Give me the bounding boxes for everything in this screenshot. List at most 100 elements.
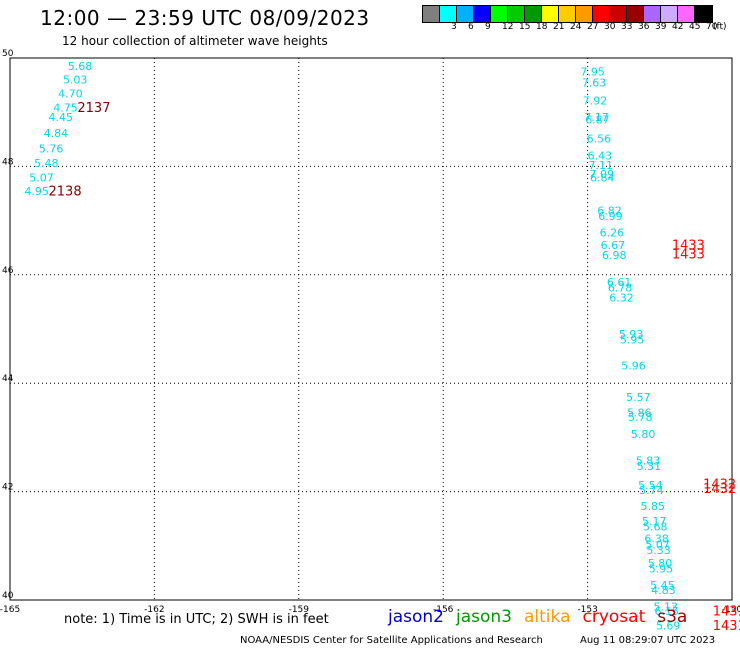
y-tick-label: 46 (2, 266, 14, 276)
x-tick-label: -162 (144, 605, 164, 615)
plot-frame (9, 57, 733, 601)
y-tick-label: 40 (2, 591, 14, 601)
time-label: 1432 (703, 477, 736, 492)
wave-height-label: 7.95 (580, 65, 605, 78)
wave-height-label: 5.78 (628, 411, 653, 424)
time-label: 1433 (672, 248, 705, 263)
wave-height-label: 5.85 (641, 500, 666, 513)
wave-height-label: 6.43 (588, 149, 613, 162)
wave-height-label: 5.76 (39, 142, 64, 155)
wave-height-label: 5.31 (637, 460, 662, 473)
legend-item: altika (524, 607, 571, 627)
wave-height-label: 5.03 (63, 73, 88, 86)
color-swatch-label: 27 (587, 22, 599, 32)
wave-height-label: 7.17 (584, 111, 609, 124)
color-swatch (627, 6, 644, 22)
wave-height-label: 6.82 (597, 205, 622, 218)
color-swatch-label: 9 (485, 22, 491, 32)
wave-height-label: 4.84 (44, 127, 68, 140)
wave-height-label: 6.98 (602, 249, 627, 262)
legend-item: jason2 (388, 607, 444, 627)
wave-height-label: 5.54 (638, 479, 663, 492)
wave-height-label: 4.75 (53, 102, 78, 115)
wave-height-label: 6.15 (655, 605, 680, 618)
color-swatch-label: 12 (502, 22, 514, 32)
color-swatch (559, 6, 576, 22)
wave-height-label: 7.63 (582, 77, 607, 90)
wave-height-label: 5.48 (34, 157, 59, 170)
y-tick-label: 50 (2, 49, 14, 59)
wave-height-label: 5.86 (627, 406, 652, 419)
wave-height-label: 6.84 (590, 172, 615, 185)
color-swatch-label: 30 (604, 22, 616, 32)
color-swatch (423, 6, 440, 22)
satellite-legend: jason2 jason3 altika cryosat s3a (388, 607, 699, 627)
color-swatch-label: 33 (621, 22, 633, 32)
color-swatch (610, 6, 627, 22)
color-swatch (576, 6, 593, 22)
wave-height-label: 6.67 (601, 239, 626, 252)
color-swatch (644, 6, 661, 22)
color-swatch (678, 6, 695, 22)
color-swatch-label: 70 (706, 22, 718, 32)
color-scale-bar (422, 5, 713, 23)
wave-height-label: 4.45 (49, 111, 74, 124)
y-tick-label: 48 (2, 157, 14, 167)
chart-subtitle: 12 hour collection of altimeter wave hei… (62, 34, 328, 48)
wave-height-label: 5.33 (646, 544, 671, 557)
y-tick-label: 42 (2, 483, 13, 493)
wave-height-label: 5.13 (654, 600, 679, 613)
color-swatch (474, 6, 491, 22)
wave-height-label: 4.83 (651, 584, 676, 597)
y-tick-label: 44 (2, 374, 14, 384)
wave-height-label: 5.80 (648, 557, 673, 570)
wave-height-label: 5.83 (636, 455, 661, 468)
time-label: 2137 (77, 101, 110, 116)
color-swatch (661, 6, 678, 22)
color-swatch (593, 6, 610, 22)
wave-height-label: 6.38 (644, 533, 669, 546)
color-swatch (457, 6, 474, 22)
x-tick-label: -159 (289, 605, 310, 615)
color-swatch-label: 3 (451, 22, 457, 32)
wave-height-label: 5.80 (631, 428, 656, 441)
wave-height-label: 5.68 (643, 521, 668, 534)
wave-height-label: 5.74 (639, 484, 664, 497)
wave-height-label: 4.95 (24, 185, 49, 198)
color-swatch-label: 42 (672, 22, 684, 32)
color-swatch-label: 15 (519, 22, 531, 32)
color-swatch (525, 6, 542, 22)
color-swatch-label: 39 (655, 22, 667, 32)
legend-item: s3a (657, 607, 688, 627)
wave-height-label: 5.96 (621, 360, 646, 373)
wave-height-label: 4.70 (58, 88, 82, 101)
x-tick-label: -165 (0, 605, 20, 615)
wave-height-label: 6.26 (600, 226, 625, 239)
wave-height-label: 5.57 (626, 391, 651, 404)
legend-item: jason3 (456, 607, 512, 627)
wave-height-label: 5.95 (649, 562, 674, 575)
units-note: note: 1) Time is in UTC; 2) SWH is in fe… (64, 612, 329, 627)
color-swatch (508, 6, 525, 22)
time-label: 1432 (703, 482, 736, 497)
wave-height-label: 5.95 (620, 334, 645, 347)
color-swatch-label: 36 (638, 22, 650, 32)
wave-height-label: 5.68 (68, 60, 93, 73)
color-swatch (440, 6, 457, 22)
wave-height-label: 5.93 (619, 328, 644, 341)
wave-height-label: 6.56 (587, 133, 612, 146)
color-swatch-label: 6 (468, 22, 474, 32)
color-swatch (695, 6, 712, 22)
time-label: 1433 (672, 238, 705, 253)
wave-height-label: 6.61 (607, 276, 632, 289)
legend-item: cryosat (582, 607, 646, 627)
wave-height-label: 7.11 (589, 159, 614, 172)
time-label: 2138 (49, 185, 82, 200)
chart-title: 12:00 — 23:59 UTC 08/09/2023 (40, 6, 370, 30)
footer: NOAA/NESDIS Center for Satellite Applica… (240, 635, 730, 646)
wave-height-label: 6.99 (598, 210, 623, 223)
wave-height-label: 6.87 (585, 114, 610, 127)
